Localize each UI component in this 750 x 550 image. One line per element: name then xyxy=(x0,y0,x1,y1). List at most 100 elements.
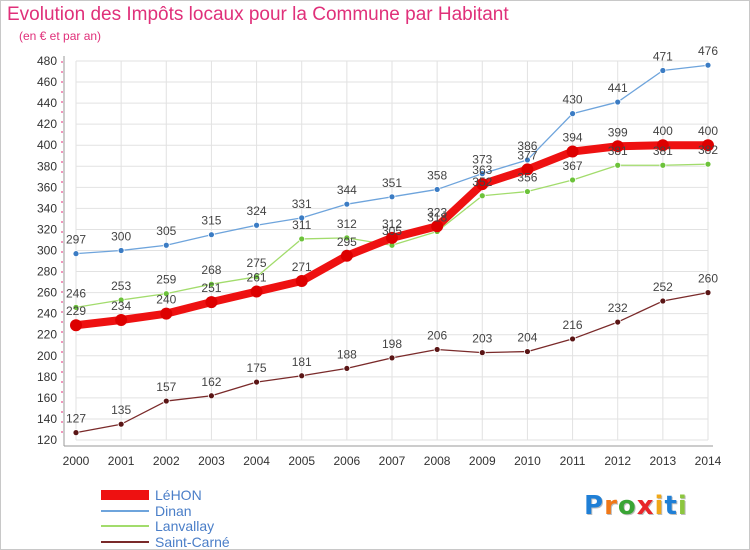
x-tick-label: 2010 xyxy=(514,454,541,468)
data-point xyxy=(253,221,260,229)
data-label: 386 xyxy=(517,139,537,153)
data-label: 352 xyxy=(472,175,492,189)
data-label: 271 xyxy=(292,260,312,274)
data-point xyxy=(524,348,531,355)
x-tick-label: 2005 xyxy=(288,454,315,468)
y-tick-label: 120 xyxy=(37,433,57,447)
data-label: 188 xyxy=(337,347,357,361)
data-point xyxy=(205,296,218,309)
data-point xyxy=(388,354,396,362)
data-point xyxy=(298,372,306,380)
chart-subtitle: (en € et par an) xyxy=(19,29,102,43)
data-point xyxy=(343,365,351,372)
chart-title: Evolution des Impôts locaux pour la Comm… xyxy=(7,4,509,25)
y-tick-label: 420 xyxy=(37,117,57,131)
data-label: 232 xyxy=(608,301,628,315)
data-point xyxy=(659,67,667,74)
data-point xyxy=(295,275,308,288)
data-point xyxy=(569,110,576,118)
data-label: 430 xyxy=(563,93,583,107)
data-label: 400 xyxy=(653,124,673,138)
data-label: 324 xyxy=(247,204,267,218)
y-tick-label: 300 xyxy=(37,244,57,258)
data-label: 198 xyxy=(382,337,402,351)
data-label: 331 xyxy=(292,197,312,211)
y-tick-label: 260 xyxy=(37,286,57,300)
data-point xyxy=(521,163,534,176)
data-label: 229 xyxy=(66,304,86,318)
data-label: 297 xyxy=(66,233,86,247)
data-label: 400 xyxy=(698,124,718,138)
data-point xyxy=(253,378,260,386)
data-point xyxy=(704,289,712,297)
data-point xyxy=(117,420,125,428)
data-label: 381 xyxy=(608,144,628,158)
x-tick-label: 2000 xyxy=(63,454,90,468)
y-tick-label: 140 xyxy=(37,412,57,426)
data-label: 253 xyxy=(111,279,131,293)
data-label: 295 xyxy=(337,235,357,249)
x-tick-label: 2006 xyxy=(334,454,361,468)
legend-swatch xyxy=(101,525,149,527)
data-point xyxy=(656,139,669,152)
data-point xyxy=(386,231,398,244)
data-point xyxy=(117,296,125,304)
data-point xyxy=(343,234,351,242)
data-point xyxy=(478,170,486,178)
data-point xyxy=(433,346,441,353)
data-label: 356 xyxy=(517,171,537,185)
x-tick-label: 2012 xyxy=(604,454,631,468)
data-point xyxy=(208,280,215,288)
y-tick-label: 440 xyxy=(37,96,57,110)
data-point xyxy=(431,220,444,233)
y-tick-label: 160 xyxy=(37,391,57,405)
data-point xyxy=(117,247,125,254)
x-tick-label: 2002 xyxy=(153,454,180,468)
data-label: 216 xyxy=(563,318,583,332)
data-label: 203 xyxy=(472,332,492,346)
data-point xyxy=(478,192,486,200)
data-label: 268 xyxy=(201,263,221,277)
data-point xyxy=(162,397,170,405)
data-label: 175 xyxy=(247,361,267,375)
data-label: 373 xyxy=(472,153,492,167)
data-point xyxy=(162,290,170,298)
data-label: 246 xyxy=(66,286,86,300)
x-tick-label: 2011 xyxy=(560,454,586,468)
data-point xyxy=(614,98,622,106)
data-point xyxy=(343,200,351,208)
y-tick-label: 460 xyxy=(37,75,57,89)
data-label: 300 xyxy=(111,230,131,244)
data-point xyxy=(115,313,128,326)
data-point xyxy=(298,235,306,243)
data-label: 305 xyxy=(156,224,176,238)
legend-swatch xyxy=(101,490,149,500)
logo-letter: x xyxy=(636,491,655,521)
data-label: 367 xyxy=(563,159,583,173)
data-point xyxy=(298,214,306,222)
legend-swatch xyxy=(101,540,149,543)
data-label: 318 xyxy=(427,211,447,225)
x-tick-label: 2001 xyxy=(108,454,135,468)
data-label: 441 xyxy=(608,81,628,95)
data-point xyxy=(569,176,576,184)
data-point xyxy=(659,161,667,169)
logo-letter: r xyxy=(604,491,618,521)
data-point xyxy=(250,285,263,298)
data-label: 275 xyxy=(247,256,267,270)
data-point xyxy=(702,139,714,152)
data-label: 351 xyxy=(382,176,402,190)
data-point xyxy=(704,61,712,69)
data-label: 305 xyxy=(382,224,402,238)
data-label: 382 xyxy=(698,143,718,157)
data-label: 127 xyxy=(66,412,86,426)
x-tick-label: 2014 xyxy=(695,454,722,468)
data-point xyxy=(704,160,712,168)
y-tick-label: 360 xyxy=(37,180,57,194)
y-tick-label: 240 xyxy=(37,307,57,321)
data-point xyxy=(569,335,576,343)
legend-label: Lanvallay xyxy=(155,518,215,534)
legend-swatch xyxy=(101,509,149,512)
legend-label: Saint-Carné xyxy=(155,533,230,550)
